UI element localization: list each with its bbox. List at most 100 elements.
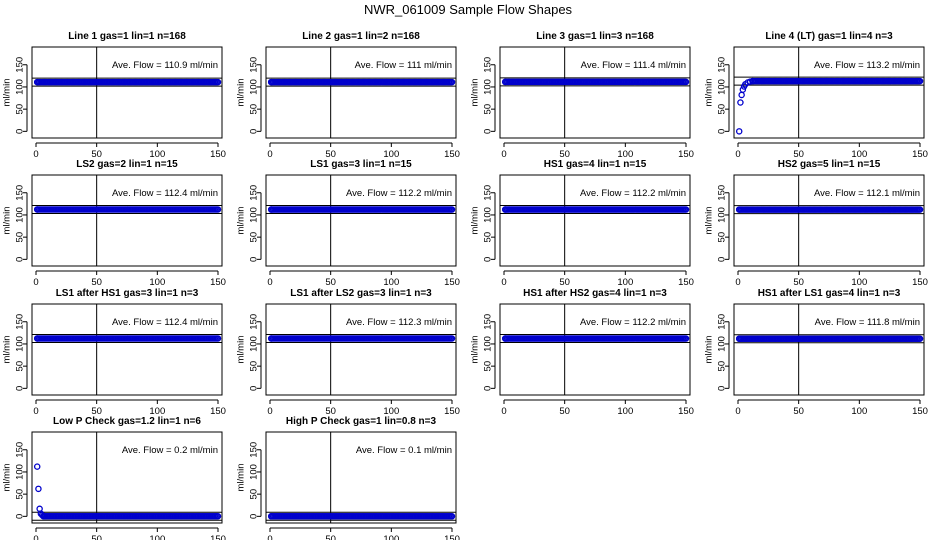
data-point [448,206,456,213]
avg-flow-annotation: Ave. Flow = 111 ml/min [355,60,452,71]
flow-panel: High P Check gas=1 lin=0.8 n=3 0 50 100 150 0… [236,416,460,540]
y-tick-label: 0 [249,257,260,262]
panel-title: Low P Check gas=1.2 lin=1 n=6 [53,416,201,427]
y-tick-label: 50 [483,104,494,115]
x-tick-label: 0 [267,277,272,288]
plot-frame [733,174,925,267]
y-tick-label: 150 [249,442,260,458]
y-tick-label: 0 [483,129,494,134]
y-tick-label: 100 [717,207,728,223]
y-tick-label: 100 [717,79,728,95]
x-tick-label: 50 [325,277,336,288]
data-point [267,78,275,86]
y-tick-label: 100 [717,336,728,352]
x-tick-label: 50 [91,277,102,288]
flow-panel: LS1 after HS1 gas=3 lin=1 n=3 0 50 100 150 0 5… [2,288,226,417]
plot-frame [31,303,223,396]
x-tick-label: 50 [559,149,570,160]
data-point [35,485,42,493]
y-tick-label: 150 [15,57,26,73]
avg-flow-annotation: Ave. Flow = 112.1 ml/min [814,188,920,199]
x-tick-label: 50 [793,277,804,288]
data-point [682,335,690,342]
panel-title: LS2 gas=2 lin=1 n=15 [76,159,178,170]
avg-flow-annotation: Ave. Flow = 111.4 ml/min [581,60,686,71]
panel-title: Line 2 gas=1 lin=2 n=168 [302,31,420,42]
data-point [33,463,41,470]
data-point [501,206,509,213]
data-point [739,86,747,93]
plot-frame [31,174,223,267]
x-tick-label: 100 [617,149,633,160]
panel-grid: Line 1 gas=1 lin=1 n=168 0 50 100 150 0 50 100 1… [2,31,928,540]
y-axis-label: ml/min [236,336,247,364]
x-tick-label: 150 [444,277,460,288]
x-tick-label: 0 [33,406,38,417]
y-axis-label: ml/min [470,336,481,364]
flow-panel: LS2 gas=2 lin=1 n=150 50 100 150050100150ml… [2,159,226,288]
y-tick-label: 150 [483,314,494,330]
y-tick-label: 0 [15,257,26,262]
data-point [738,91,745,99]
x-tick-label: 100 [149,277,165,288]
x-tick-label: 50 [91,149,102,160]
x-tick-label: 100 [383,534,399,540]
y-tick-label: 150 [249,57,260,73]
x-tick-label: 0 [735,149,740,160]
x-tick-label: 0 [267,406,272,417]
flow-panel: LS1 after LS2 gas=3 lin=1 n=3 0 50 100 150 0 5… [236,288,460,417]
data-point [214,206,222,213]
data-point [214,78,222,86]
flow-panel: Line 1 gas=1 lin=1 n=168 0 50 100 150 0 50 100 1… [2,31,226,160]
y-tick-label: 100 [15,207,26,223]
y-tick-label: 0 [249,514,260,519]
avg-flow-annotation: Ave. Flow = 113.2 ml/min [814,60,920,71]
y-axis-label: ml/min [236,79,247,107]
x-tick-label: 0 [501,277,506,288]
y-tick-label: 50 [15,361,26,372]
y-tick-label: 100 [249,336,260,352]
plot-frame [265,303,457,396]
y-axis-label: ml/min [2,79,13,107]
data-point [735,335,743,342]
x-tick-label: 50 [325,406,336,417]
panel-title: Line 4 (LT) gas=1 lin=4 n=3 [765,31,893,42]
flow-panel: Line 2 gas=1 lin=2 n=168 0 50 100 150 0 50 100 1… [236,31,460,160]
x-tick-label: 0 [33,277,38,288]
y-tick-label: 100 [15,79,26,95]
panel-title: HS2 gas=5 lin=1 n=15 [778,159,881,170]
flow-panel: HS1 after HS2 gas=4 lin=1 n=3 0 50 100 150 0 5… [470,288,694,417]
plot-frame [265,174,457,267]
data-point [33,206,41,213]
y-axis-label: ml/min [704,207,715,235]
x-tick-label: 50 [559,277,570,288]
y-tick-label: 50 [483,361,494,372]
x-tick-label: 0 [33,534,38,540]
avg-flow-annotation: Ave. Flow = 112.4 ml/min [112,188,218,199]
data-point [214,335,222,342]
x-tick-label: 150 [444,534,460,540]
x-tick-label: 0 [735,277,740,288]
x-tick-label: 50 [325,149,336,160]
data-point [501,78,509,86]
data-point [735,206,743,213]
plot-frame [265,46,457,139]
flow-panel: Low P Check gas=1.2 lin=1 n=6 0 50 100 150 0 5… [2,416,226,540]
y-tick-label: 150 [717,314,728,330]
plot-frame [499,174,691,267]
x-tick-label: 150 [678,277,694,288]
y-tick-label: 100 [15,336,26,352]
x-tick-label: 50 [325,534,336,540]
y-tick-label: 0 [717,386,728,391]
avg-flow-annotation: Ave. Flow = 0.2 ml/min [122,445,218,456]
y-tick-label: 0 [717,129,728,134]
panel-title: High P Check gas=1 lin=0.8 n=3 [286,416,437,427]
data-point [267,513,275,520]
y-tick-label: 0 [249,129,260,134]
x-tick-label: 100 [149,149,165,160]
x-tick-label: 150 [210,149,226,160]
y-tick-label: 50 [717,104,728,115]
data-point [33,335,41,342]
panel-title: LS1 after LS2 gas=3 lin=1 n=3 [290,288,432,299]
x-tick-label: 0 [267,534,272,540]
